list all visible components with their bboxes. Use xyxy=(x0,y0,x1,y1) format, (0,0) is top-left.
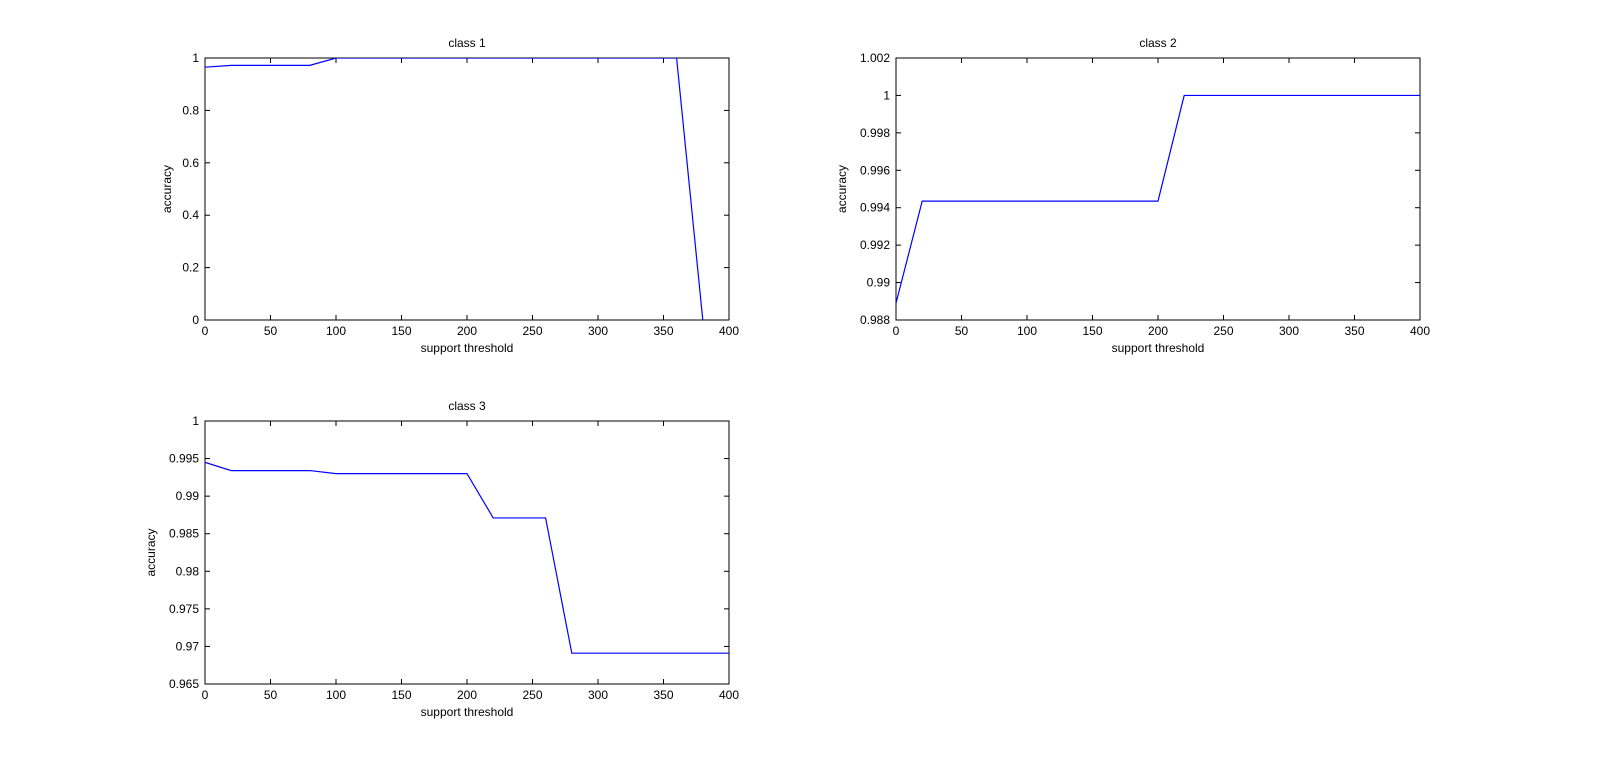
y-tick-label: 1 xyxy=(192,414,199,428)
chart-class-2: 0 50 100 150 200 250 300 350 400 0.988 0.99 0.992 0.… xyxy=(835,36,1430,355)
x-tick-label: 200 xyxy=(1148,324,1168,338)
series-line xyxy=(205,461,729,654)
x-tick-label: 350 xyxy=(653,688,673,702)
x-tick-label: 200 xyxy=(457,688,477,702)
y-tick-label: 0.965 xyxy=(169,677,199,691)
chart-class-3: 0 50 100 150 200 250 300 350 400 0.965 0.97 0.975 0.… xyxy=(144,399,739,719)
x-tick-label: 50 xyxy=(264,324,278,338)
x-tick-label: 150 xyxy=(1082,324,1102,338)
y-tick-label: 0.2 xyxy=(182,261,199,275)
x-tick-label: 350 xyxy=(1344,324,1364,338)
series-line xyxy=(205,58,704,320)
x-tick-label: 300 xyxy=(1279,324,1299,338)
y-tick-label: 1 xyxy=(883,88,890,102)
x-tick-label: 100 xyxy=(1017,324,1037,338)
y-axis-label: accuracy xyxy=(160,165,174,213)
y-tick-label: 0.4 xyxy=(182,208,199,222)
y-axis-label: accuracy xyxy=(144,528,158,576)
x-tick-label: 50 xyxy=(264,688,278,702)
y-tick-label: 0.99 xyxy=(867,276,891,290)
x-tick-label: 400 xyxy=(719,688,739,702)
x-tick-label: 350 xyxy=(653,324,673,338)
x-tick-label: 250 xyxy=(1213,324,1233,338)
x-tick-label: 100 xyxy=(326,688,346,702)
y-tick-label: 0.99 xyxy=(176,489,200,503)
x-tick-label: 400 xyxy=(1410,324,1430,338)
x-tick-label: 300 xyxy=(588,324,608,338)
y-tick-label: 0.996 xyxy=(860,163,890,177)
x-tick-label: 100 xyxy=(326,324,346,338)
x-tick-label: 150 xyxy=(391,324,411,338)
y-tick-label: 0.988 xyxy=(860,313,890,327)
y-tick-label: 0.985 xyxy=(169,527,199,541)
x-axis-label: support threshold xyxy=(421,341,514,355)
x-tick-label: 200 xyxy=(457,324,477,338)
y-tick-label: 0.97 xyxy=(176,639,200,653)
y-tick-label: 1 xyxy=(192,51,199,65)
y-axis-label: accuracy xyxy=(835,165,849,213)
x-tick-label: 0 xyxy=(893,324,900,338)
y-tick-label: 0 xyxy=(192,313,199,327)
series-line xyxy=(896,94,1420,304)
y-tick-label: 0.8 xyxy=(182,103,199,117)
chart-title: class 2 xyxy=(1139,36,1177,50)
y-tick-label: 0.994 xyxy=(860,201,890,215)
x-tick-label: 250 xyxy=(522,688,542,702)
x-tick-label: 50 xyxy=(955,324,969,338)
plot-area xyxy=(895,57,1421,321)
x-tick-label: 250 xyxy=(522,324,542,338)
y-tick-label: 0.998 xyxy=(860,126,890,140)
y-tick-label: 1.002 xyxy=(860,51,890,65)
y-tick-label: 0.98 xyxy=(176,564,200,578)
chart-title: class 3 xyxy=(448,399,486,413)
y-tick-label: 0.6 xyxy=(182,156,199,170)
x-tick-label: 300 xyxy=(588,688,608,702)
x-tick-label: 0 xyxy=(202,688,209,702)
chart-class-1: 0 50 100 150 200 250 300 350 400 0 0.2 0.4 0.6 0.8 1 cl… xyxy=(160,36,739,355)
plot-area xyxy=(204,57,730,321)
x-tick-label: 400 xyxy=(719,324,739,338)
x-tick-label: 0 xyxy=(202,324,209,338)
x-axis-label: support threshold xyxy=(1112,341,1205,355)
chart-title: class 1 xyxy=(448,36,486,50)
y-tick-label: 0.992 xyxy=(860,238,890,252)
y-tick-label: 0.995 xyxy=(169,452,199,466)
plot-area xyxy=(204,420,730,685)
y-tick-label: 0.975 xyxy=(169,602,199,616)
x-tick-label: 150 xyxy=(391,688,411,702)
x-axis-label: support threshold xyxy=(421,705,514,719)
